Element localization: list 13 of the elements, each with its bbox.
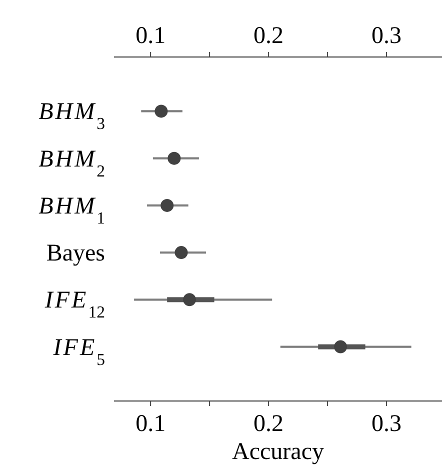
y-tick-label: BHM$_{1}$ bbox=[38, 193, 105, 227]
x-tick-label: 0.2 bbox=[254, 411, 284, 437]
y-tick-label: IFE$_{12}$ bbox=[44, 288, 105, 322]
x-tick-label: 0.1 bbox=[136, 411, 166, 437]
x2-tick-label: 0.3 bbox=[372, 23, 402, 49]
x2-tick-label: 0.2 bbox=[254, 23, 284, 49]
y-tick-label: IFE$_{5}$ bbox=[52, 334, 105, 368]
x2-tick-label: 0.1 bbox=[136, 23, 166, 49]
y-tick-label: BHM$_{2}$ bbox=[38, 146, 105, 180]
y-tick-label: BHM$_{3}$ bbox=[38, 99, 105, 133]
x-tick-label: 0.3 bbox=[372, 411, 402, 437]
x-axis-title: Accuracy bbox=[232, 439, 324, 465]
y-tick-label: Bayes bbox=[46, 240, 105, 267]
